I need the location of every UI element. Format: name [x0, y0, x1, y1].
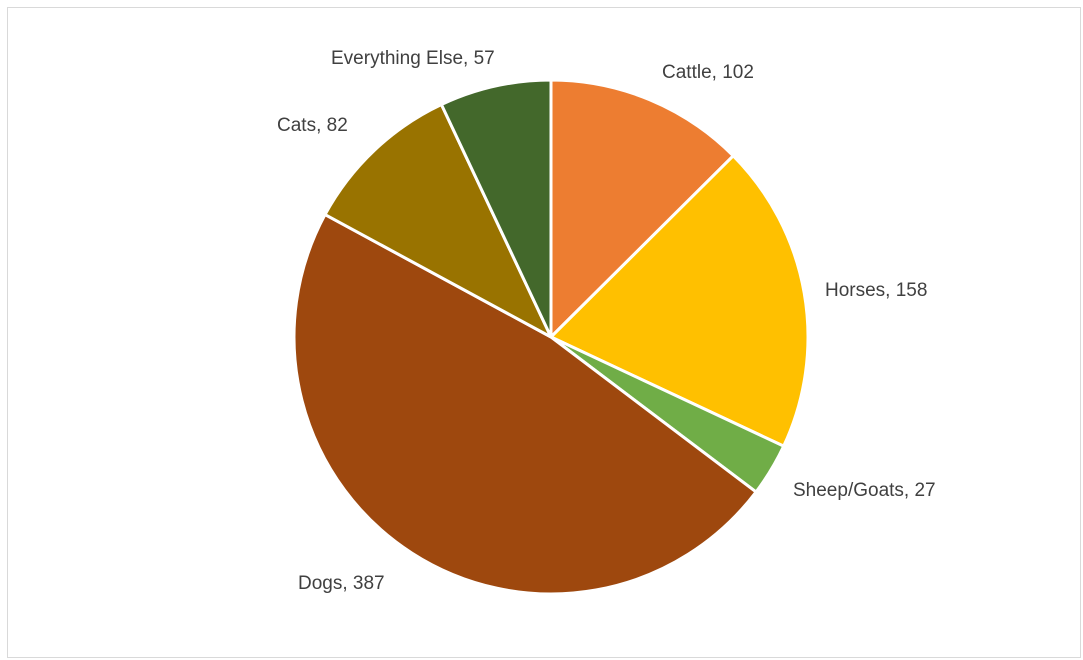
pie-slice-horses — [549, 154, 810, 448]
pie-slice-dogs — [292, 213, 758, 596]
pie-slices — [292, 78, 810, 596]
pie-slice-cats — [323, 103, 553, 339]
data-label-cats: Cats, 82 — [277, 115, 348, 136]
data-label-cattle: Cattle, 102 — [662, 62, 754, 83]
data-label-sheep-goats: Sheep/Goats, 27 — [793, 480, 936, 501]
pie-slice-cattle — [549, 78, 735, 339]
data-label-dogs: Dogs, 387 — [298, 573, 385, 594]
pie-slice-everything-else — [439, 78, 553, 339]
pie-labels: Cattle, 102 Horses, 158 Sheep/Goats, 27 … — [277, 48, 936, 594]
data-label-everything-else: Everything Else, 57 — [331, 48, 495, 69]
data-label-horses: Horses, 158 — [825, 280, 927, 301]
